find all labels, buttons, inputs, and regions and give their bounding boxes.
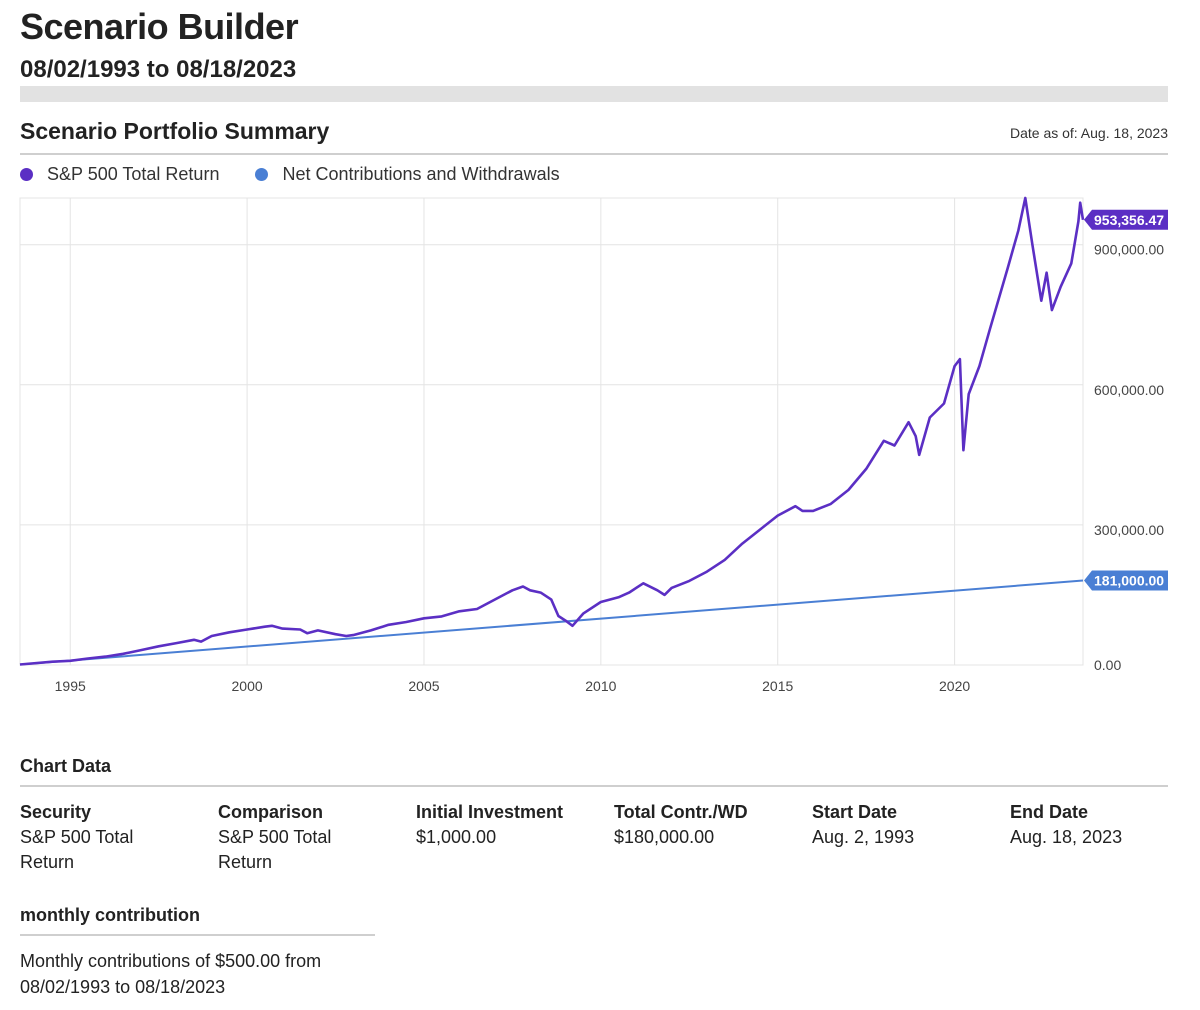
comparison-header: Comparison [218,802,324,822]
initial-investment-value: $1,000.00 [416,827,497,847]
monthly-contribution-line: 08/02/1993 to 08/18/2023 [20,977,226,997]
chart-data-divider [20,785,1168,787]
sp500-series-line [19,196,1085,666]
start-date-value: Aug. 2, 1993 [812,827,915,847]
header-divider [20,86,1168,102]
chart-data-title: Chart Data [20,756,112,776]
date-as-of: Date as of: Aug. 18, 2023 [1009,125,1168,141]
chart-data-start-date: Start Date Aug. 2, 1993 [812,800,992,850]
x-tick-label: 2020 [939,678,970,694]
security-header: Security [20,802,92,822]
sp500-end-value-tag: 953,356.47 [1084,209,1168,230]
x-tick-label: 1995 [55,678,86,694]
end-value-label: 181,000.00 [1094,572,1164,588]
legend-label-contributions: Net Contributions and Withdrawals [282,164,560,184]
comparison-value-line: Return [218,852,273,872]
start-date-header: Start Date [812,802,898,822]
monthly-contribution-text: Monthly contributions of $500.00 from 08… [20,948,350,1000]
chart-data-comparison: Comparison S&P 500 Total Return [218,800,398,875]
comparison-value-line: S&P 500 Total [218,827,332,847]
summary-divider [20,153,1168,155]
initial-investment-header: Initial Investment [416,802,564,822]
monthly-contribution-divider [20,934,375,936]
chart-data-initial-investment: Initial Investment $1,000.00 [416,800,596,850]
legend-dot-sp500 [20,168,33,181]
legend-item-sp500[interactable]: S&P 500 Total Return [20,164,219,185]
y-tick-label: 900,000.00 [1094,242,1164,258]
plot-area-border [19,197,1084,666]
y-tick-label: 300,000.00 [1094,522,1164,538]
end-value-tag-shape [1084,209,1168,230]
chart-data-end-date: End Date Aug. 18, 2023 [1010,800,1190,850]
security-value-line: S&P 500 Total [20,827,134,847]
page-title: Scenario Builder [20,6,299,47]
contributions-end-value-tag: 181,000.00 [1084,570,1168,591]
x-tick-label: 2015 [762,678,793,694]
x-tick-label: 2000 [232,678,263,694]
end-value-tag-shape [1084,570,1168,591]
x-tick-label: 2005 [408,678,439,694]
chart-data-total-contr: Total Contr./WD $180,000.00 [614,800,794,850]
security-value-line: Return [20,852,75,872]
x-tick-label: 2010 [585,678,616,694]
end-date-value: Aug. 18, 2023 [1010,827,1123,847]
portfolio-chart[interactable]: 1995 2000 2005 2010 2015 2020 0.00 300,000.00 60… [0,190,1200,710]
end-date-header: End Date [1010,802,1089,822]
monthly-contribution-title: monthly contribution [20,905,200,925]
legend-item-contributions[interactable]: Net Contributions and Withdrawals [255,164,560,185]
monthly-contribution-line: Monthly contributions of $500.00 from [20,951,322,971]
contributions-series-line [19,579,1084,666]
total-contr-header: Total Contr./WD [614,802,748,822]
total-contr-value: $180,000.00 [614,827,715,847]
y-tick-label: 600,000.00 [1094,382,1164,398]
end-value-label: 953,356.47 [1094,212,1164,228]
date-range: 08/02/1993 to 08/18/2023 [20,56,297,83]
y-tick-label: 0.00 [1094,657,1121,673]
legend-label-sp500: S&P 500 Total Return [47,164,220,184]
chart-data-security: Security S&P 500 Total Return [20,800,200,875]
chart-legend: S&P 500 Total Return Net Contributions a… [20,164,596,185]
legend-dot-contributions [255,168,269,181]
summary-title: Scenario Portfolio Summary [20,118,330,144]
